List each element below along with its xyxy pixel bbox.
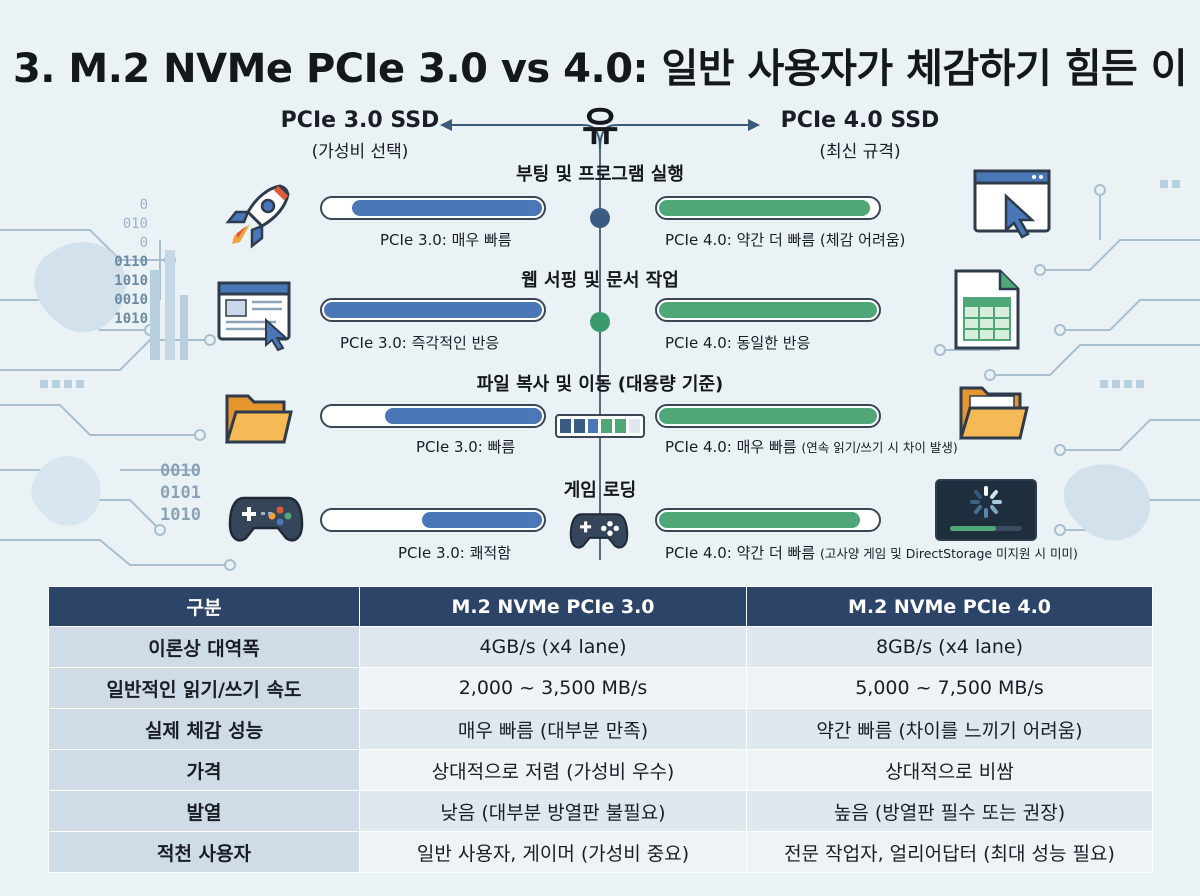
pcie4-caption: PCIe 4.0: 약간 더 빠름 (고사양 게임 및 DirectStorag… [665, 542, 1078, 563]
pcie3-cell: 낮음 (대부분 방열판 불필요) [359, 790, 747, 832]
pcie3-cell: 매우 빠름 (대부분 만족) [359, 708, 747, 750]
table-header-row: 구분 M.2 NVMe PCIe 3.0 M.2 NVMe PCIe 4.0 [48, 586, 1153, 627]
right-header: PCIe 4.0 SSD (최신 규격) [750, 108, 970, 162]
pcie4-bar-fill [659, 302, 877, 318]
pcie4-speed-bar [655, 298, 881, 322]
pcie4-cell: 5,000 ~ 7,500 MB/s [746, 667, 1153, 709]
pcie3-caption: PCIe 3.0: 매우 빠름 [380, 231, 512, 249]
row-label: 적천 사용자 [48, 831, 360, 873]
binary-column-left: 0 010 0 0110 1010 0010 1010 [100, 196, 148, 329]
binary-text: 0 [139, 235, 148, 251]
gamepad-icon [569, 513, 629, 549]
pcie4-cell: 높음 (방열판 필수 또는 권장) [746, 790, 1153, 832]
loading-screen-icon [935, 479, 1037, 541]
row-label: 이론상 대역폭 [48, 626, 360, 668]
pcie3-bar-fill [324, 302, 542, 318]
binary-text: 1010 [114, 311, 148, 327]
pcie4-cell: 약간 빠름 (차이를 느끼기 어려움) [746, 708, 1153, 750]
row-label: 일반적인 읽기/쓰기 속도 [48, 667, 360, 709]
rocket-icon [225, 184, 290, 249]
pcie4-bar-fill [659, 512, 860, 528]
binary-text: 1010 [160, 505, 201, 525]
binary-text: 0101 [160, 483, 201, 503]
table-row: 적천 사용자 일반 사용자, 게이머 (가성비 중요) 전문 작업자, 얼리어답… [48, 831, 1153, 873]
binary-text: 0 [139, 197, 148, 213]
binary-text: 0010 [114, 292, 148, 308]
table-row: 이론상 대역폭 4GB/s (x4 lane) 8GB/s (x4 lane) [48, 626, 1153, 668]
pcie4-cell: 8GB/s (x4 lane) [746, 626, 1153, 668]
pcie4-bar-fill [659, 200, 870, 216]
left-header-title: PCIe 3.0 SSD [280, 108, 440, 133]
table-header-cell: M.2 NVMe PCIe 4.0 [746, 586, 1153, 627]
pcie3-bar-fill [422, 512, 542, 528]
left-header-sub: (가성비 선택) [311, 142, 409, 162]
category-label: 웹 서핑 및 문서 작업 [521, 270, 679, 291]
binary-text: 010 [122, 216, 148, 232]
table-header-cell: M.2 NVMe PCIe 3.0 [359, 586, 747, 627]
pcie4-caption: PCIe 4.0: 매우 빠름 (연속 읽기/쓰기 시 차이 발생) [665, 436, 958, 457]
right-header-sub: (최신 규격) [819, 142, 901, 162]
caption-main: PCIe 4.0: 매우 빠름 [665, 438, 797, 456]
row-label: 발열 [48, 790, 360, 832]
binary-column-bottom: 0010 0101 1010 [160, 460, 201, 526]
pcie4-speed-bar [655, 508, 881, 532]
row-label: 가격 [48, 749, 360, 791]
pcie3-caption: PCIe 3.0: 즉각적인 반응 [340, 334, 500, 352]
table-row: 일반적인 읽기/쓰기 속도 2,000 ~ 3,500 MB/s 5,000 ~… [48, 667, 1153, 709]
pcie4-cell: 전문 작업자, 얼리어답터 (최대 성능 필요) [746, 831, 1153, 873]
pcie3-speed-bar [320, 196, 546, 220]
caption-note: (연속 읽기/쓰기 시 차이 발생) [801, 440, 958, 455]
category-label: 부팅 및 프로그램 실행 [516, 164, 684, 185]
table-row: 발열 낮음 (대부분 방열판 불필요) 높음 (방열판 필수 또는 권장) [48, 790, 1153, 832]
pcie4-speed-bar [655, 196, 881, 220]
pcie3-cell: 일반 사용자, 게이머 (가성비 중요) [359, 831, 747, 873]
binary-text: 0110 [114, 254, 148, 270]
pcie3-bar-fill [385, 408, 542, 424]
left-header: PCIe 3.0 SSD (가성비 선택) [250, 108, 470, 162]
pcie4-caption: PCIe 4.0: 약간 더 빠름 (체감 어려움) [665, 231, 906, 249]
pcie4-cell: 상대적으로 비쌈 [746, 749, 1153, 791]
pcie4-bar-fill [659, 408, 877, 424]
caption-note: (고사양 게임 및 DirectStorage 미지원 시 미미) [819, 546, 1078, 561]
table-row: 가격 상대적으로 저렴 (가성비 우수) 상대적으로 비쌈 [48, 749, 1153, 791]
category-label: 게임 로딩 [563, 480, 637, 501]
right-header-title: PCIe 4.0 SSD [780, 108, 940, 133]
browser-cursor-icon [217, 281, 291, 352]
folder-icon [224, 394, 293, 444]
pcie4-speed-bar [655, 404, 881, 428]
pcie3-cell: 2,000 ~ 3,500 MB/s [359, 667, 747, 709]
caption-main: PCIe 4.0: 약간 더 빠름 [665, 544, 816, 562]
folder-icon [958, 386, 1029, 440]
pcie3-caption: PCIe 3.0: 빠름 [416, 438, 516, 456]
pcie3-cell: 상대적으로 저렴 (가성비 우수) [359, 749, 747, 791]
gamepad-icon [228, 496, 304, 542]
pcie4-caption: PCIe 4.0: 동일한 반응 [665, 334, 811, 352]
cursor-window-icon [973, 169, 1051, 239]
pcie3-cell: 4GB/s (x4 lane) [359, 626, 747, 668]
pcie3-speed-bar [320, 508, 546, 532]
category-label: 파일 복사 및 이동 (대용량 기준) [476, 374, 724, 395]
table-header-cell: 구분 [48, 586, 360, 627]
pcie3-speed-bar [320, 298, 546, 322]
transfer-progress-gauge [555, 414, 645, 438]
comparison-table: 구분 M.2 NVMe PCIe 3.0 M.2 NVMe PCIe 4.0 이… [48, 586, 1153, 873]
pcie3-bar-fill [352, 200, 542, 216]
spreadsheet-icon [954, 269, 1020, 350]
binary-text: 0010 [160, 461, 201, 481]
pcie3-speed-bar [320, 404, 546, 428]
binary-text: 1010 [114, 273, 148, 289]
row-label: 실제 체감 성능 [48, 708, 360, 750]
pcie3-caption: PCIe 3.0: 쾌적함 [398, 544, 512, 562]
page-title: 3. M.2 NVMe PCIe 3.0 vs 4.0: 일반 사용자가 체감하… [12, 46, 1188, 150]
table-row: 실제 체감 성능 매우 빠름 (대부분 만족) 약간 빠름 (차이를 느끼기 어… [48, 708, 1153, 750]
